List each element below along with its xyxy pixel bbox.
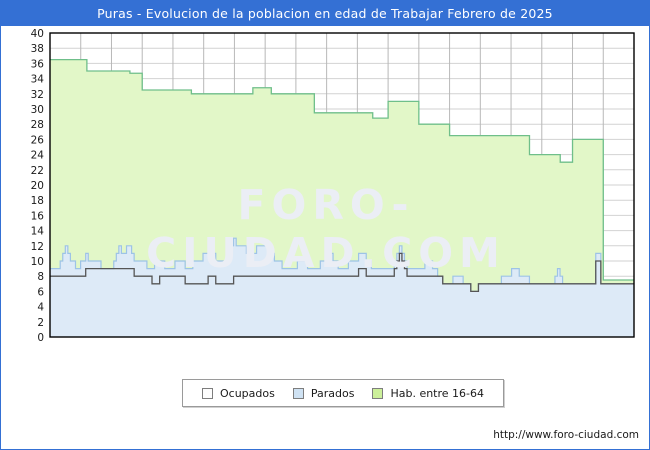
- legend-label-parados: Parados: [310, 386, 355, 400]
- svg-text:24: 24: [31, 150, 45, 162]
- svg-text:8: 8: [37, 271, 44, 283]
- chart-legend: Ocupados Parados Hab. entre 16-64: [182, 379, 505, 407]
- svg-text:22: 22: [31, 165, 44, 177]
- legend-label-hab-16-64: Hab. entre 16-64: [390, 386, 485, 400]
- svg-text:0: 0: [37, 332, 44, 344]
- svg-text:16: 16: [31, 210, 45, 222]
- svg-text:2: 2: [37, 317, 44, 329]
- svg-text:26: 26: [31, 134, 45, 146]
- svg-text:32: 32: [31, 89, 44, 101]
- series-ocupados: [50, 252, 634, 293]
- legend-swatch-ocupados: [202, 387, 213, 399]
- series-parados: [50, 237, 634, 337]
- page-title: Puras - Evolucion de la poblacion en eda…: [97, 6, 553, 21]
- svg-text:20: 20: [31, 180, 44, 192]
- svg-text:36: 36: [31, 58, 45, 70]
- svg-text:12: 12: [31, 241, 44, 253]
- legend-swatch-parados: [292, 387, 304, 399]
- source-url: http://www.foro-ciudad.com: [493, 429, 639, 441]
- svg-text:18: 18: [31, 195, 44, 207]
- plot-frame: [49, 32, 635, 338]
- svg-text:14: 14: [31, 226, 45, 238]
- svg-text:4: 4: [37, 302, 44, 314]
- svg-text:10: 10: [31, 256, 44, 268]
- svg-text:38: 38: [31, 43, 44, 55]
- svg-text:28: 28: [31, 119, 44, 131]
- legend-swatch-hab-16-64: [372, 387, 384, 399]
- watermark: FORO-CIUDAD.COM: [146, 181, 506, 277]
- svg-text:34: 34: [31, 74, 45, 86]
- window-title-bar: Puras - Evolucion de la poblacion en eda…: [1, 1, 649, 26]
- svg-text:6: 6: [37, 286, 44, 298]
- legend-item-parados[interactable]: Parados: [292, 386, 355, 400]
- legend-item-ocupados[interactable]: Ocupados: [202, 387, 275, 400]
- svg-text:40: 40: [31, 28, 44, 40]
- legend-label-ocupados: Ocupados: [220, 386, 275, 400]
- svg-text:30: 30: [31, 104, 44, 116]
- legend-item-hab-16-64[interactable]: Hab. entre 16-64: [372, 387, 484, 400]
